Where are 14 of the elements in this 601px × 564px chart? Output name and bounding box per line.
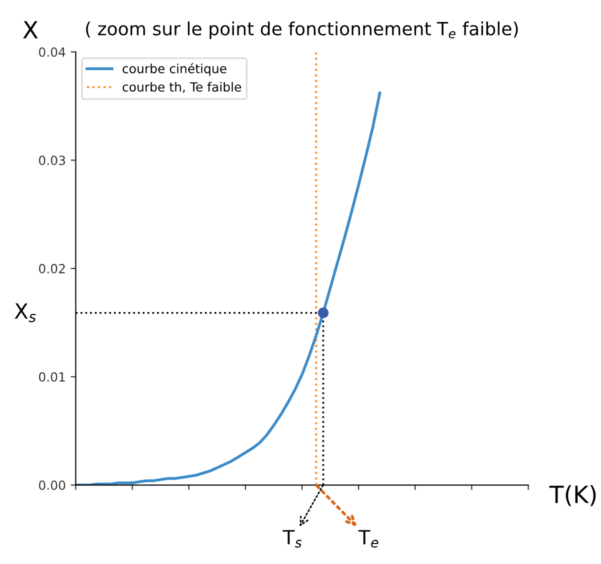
chart-title: ( zoom sur le point de fonctionnement T$_{e}$ faible) bbox=[86, 22, 518, 39]
legend-label: courbe th, Te faible bbox=[122, 82, 242, 93]
y-tick-label: 0.02 bbox=[38, 264, 65, 274]
text: X$_{s}$ bbox=[14, 303, 36, 322]
x-axis-title: T(K) bbox=[549, 485, 596, 506]
text: T$_{s}$ bbox=[282, 530, 302, 548]
legend-label: courbe cinétique bbox=[122, 63, 226, 76]
line-series bbox=[76, 92, 382, 486]
y-axis-title: X bbox=[23, 21, 38, 38]
y-tick-label: 0.03 bbox=[38, 156, 65, 166]
y-tick-label: 0.00 bbox=[38, 480, 66, 490]
y-tick-label: 0.01 bbox=[38, 372, 65, 382]
text: T$_{e}$ bbox=[358, 530, 378, 548]
y-tick-label: 0.04 bbox=[38, 47, 66, 57]
